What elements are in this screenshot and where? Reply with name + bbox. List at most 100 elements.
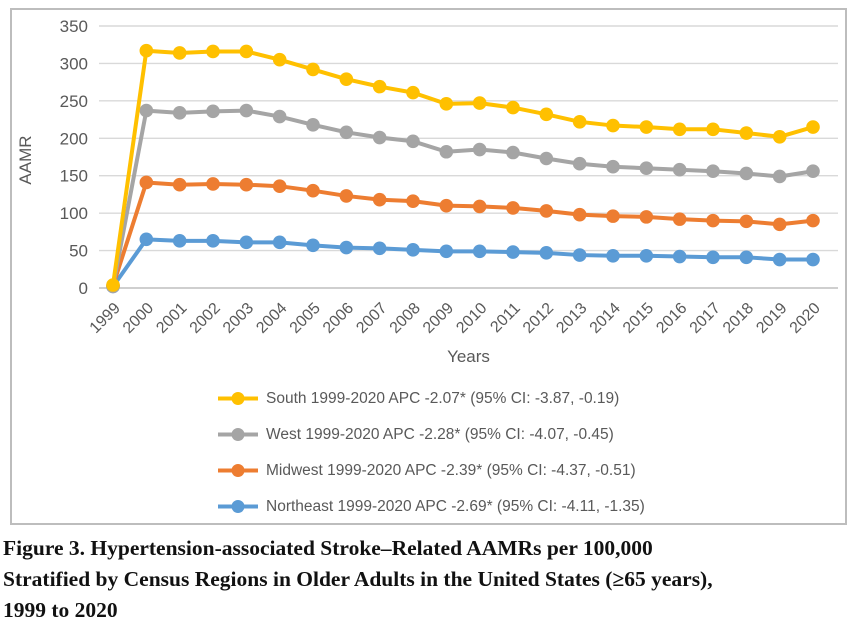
x-tick-label: 2008 <box>387 300 424 337</box>
data-point-midwest <box>639 210 654 224</box>
data-point-midwest <box>239 177 254 192</box>
data-point-northeast <box>372 241 387 256</box>
data-point-south <box>672 122 687 137</box>
data-point-midwest <box>706 213 720 228</box>
caption-line-1: Figure 3. Hypertension-associated Stroke… <box>3 536 653 560</box>
data-point-northeast <box>772 252 787 267</box>
data-point-south <box>739 126 754 140</box>
data-point-northeast <box>539 246 554 260</box>
data-point-south <box>806 120 820 134</box>
y-axis-tick-labels: 0 50 100 150 200 250 300 350 <box>60 17 88 298</box>
data-point-west <box>372 130 387 145</box>
data-point-south <box>539 107 554 122</box>
data-point-west <box>806 164 820 179</box>
y-tick-label: 200 <box>60 129 88 148</box>
data-point-south <box>572 115 587 129</box>
x-tick-label: 2002 <box>187 300 224 337</box>
data-point-northeast <box>206 234 220 248</box>
data-point-midwest <box>139 175 154 190</box>
data-point-south <box>106 278 120 292</box>
data-point-northeast <box>706 250 720 265</box>
y-axis-title: AAMR <box>16 135 35 184</box>
chart-legend: South 1999-2020 APC -2.07* (95% CI: -3.8… <box>217 387 645 531</box>
data-point-midwest <box>206 177 220 191</box>
data-point-west <box>339 125 354 140</box>
caption-line-3: 1999 to 2020 <box>3 598 118 622</box>
data-point-west <box>472 142 487 157</box>
data-point-west <box>272 109 287 124</box>
x-tick-label: 2010 <box>453 300 490 337</box>
y-tick-label: 300 <box>60 54 88 73</box>
series-line-west <box>111 108 815 289</box>
data-point-midwest <box>572 207 587 222</box>
x-tick-label: 2020 <box>787 300 824 337</box>
legend-marker-south-icon <box>218 392 258 405</box>
legend-item-west: West 1999-2020 APC -2.28* (95% CI: -4.07… <box>217 423 645 446</box>
data-point-south <box>406 85 420 100</box>
data-point-west <box>172 106 187 120</box>
legend-label-south: South 1999-2020 APC -2.07* (95% CI: -3.8… <box>266 389 620 407</box>
data-point-northeast <box>406 243 420 257</box>
x-tick-label: 2005 <box>287 300 324 337</box>
data-point-south <box>706 122 720 137</box>
data-point-northeast <box>606 249 620 263</box>
data-point-northeast <box>806 252 820 267</box>
x-tick-label: 2012 <box>520 300 557 337</box>
figure-caption: Figure 3. Hypertension-associated Stroke… <box>3 533 848 626</box>
data-point-west <box>439 144 454 159</box>
legend-item-midwest: Midwest 1999-2020 APC -2.39* (95% CI: -4… <box>217 459 645 482</box>
data-point-midwest <box>739 214 754 229</box>
data-point-west <box>206 104 220 119</box>
x-tick-label: 2003 <box>220 300 257 337</box>
data-point-northeast <box>306 238 320 253</box>
data-point-west <box>706 164 720 179</box>
line-chart: 0501001502002503003501999200020012002200… <box>16 17 838 366</box>
series-points-midwest <box>106 175 820 293</box>
data-point-west <box>239 103 254 118</box>
data-point-south <box>339 72 354 86</box>
x-tick-label: 2004 <box>253 300 290 337</box>
x-axis-title: Years <box>447 347 490 366</box>
data-point-west <box>739 166 754 181</box>
x-tick-label: 2017 <box>687 300 724 337</box>
x-tick-label: 2014 <box>587 300 624 337</box>
data-point-midwest <box>472 199 487 214</box>
data-point-midwest <box>372 192 387 207</box>
data-point-midwest <box>306 183 320 198</box>
legend-item-south: South 1999-2020 APC -2.07* (95% CI: -3.8… <box>217 387 645 410</box>
data-point-midwest <box>672 212 687 226</box>
data-point-west <box>572 156 587 171</box>
x-tick-label: 2011 <box>487 300 523 336</box>
data-point-south <box>506 100 520 115</box>
data-point-west <box>606 159 620 174</box>
data-point-south <box>172 46 187 60</box>
data-point-west <box>139 103 154 118</box>
x-tick-label: 2019 <box>753 300 790 337</box>
data-point-midwest <box>339 189 354 203</box>
data-point-midwest <box>606 209 620 223</box>
data-point-northeast <box>572 248 587 262</box>
data-point-south <box>139 43 154 58</box>
data-point-west <box>539 151 554 166</box>
series-points-south <box>106 43 820 292</box>
data-point-south <box>472 96 487 110</box>
data-point-midwest <box>772 217 787 232</box>
data-point-northeast <box>239 235 254 250</box>
data-point-midwest <box>539 204 554 218</box>
data-point-northeast <box>339 240 354 255</box>
legend-marker-northeast-icon <box>218 500 258 513</box>
data-point-midwest <box>506 201 520 215</box>
data-point-south <box>372 79 387 94</box>
series-line-midwest <box>111 180 815 288</box>
x-tick-label: 2009 <box>420 300 457 337</box>
data-point-west <box>639 161 654 176</box>
x-tick-label: 2001 <box>153 300 190 337</box>
data-point-northeast <box>472 244 487 259</box>
y-tick-label: 350 <box>60 17 88 36</box>
data-point-midwest <box>806 213 820 228</box>
legend-label-northeast: Northeast 1999-2020 APC -2.69* (95% CI: … <box>266 497 645 515</box>
legend-label-midwest: Midwest 1999-2020 APC -2.39* (95% CI: -4… <box>266 461 636 479</box>
data-point-northeast <box>272 235 287 250</box>
data-point-midwest <box>272 179 287 193</box>
y-tick-label: 250 <box>60 92 88 111</box>
